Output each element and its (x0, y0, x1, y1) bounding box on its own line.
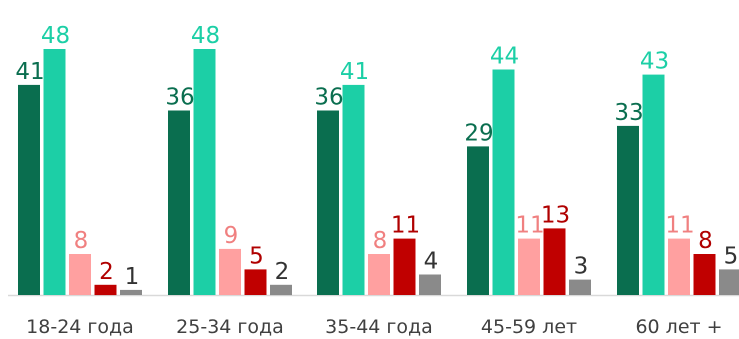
bar-series-5-cat-1 (120, 289, 142, 295)
data-label-series-1-cat-3: 36 (314, 85, 343, 111)
data-label-series-3-cat-3: 8 (373, 228, 388, 254)
data-label-series-4-cat-2: 5 (249, 243, 264, 269)
data-label-series-2-cat-4: 44 (490, 44, 519, 70)
category-labels-layer: 18-24 года 25-34 года 35-44 года 45-59 лет 6… (26, 316, 722, 338)
data-label-series-4-cat-5: 8 (698, 228, 713, 254)
data-label-series-1-cat-2: 36 (165, 85, 194, 111)
bar-series-4-cat-4 (543, 228, 566, 295)
data-label-series-4-cat-4: 13 (541, 202, 570, 228)
bar-series-4-cat-1 (94, 284, 117, 296)
bar-series-3-cat-2 (219, 248, 241, 295)
data-label-series-4-cat-3: 11 (391, 213, 420, 239)
category-label-3: 35-44 года (325, 316, 433, 338)
bar-series-2-cat-3 (342, 84, 365, 296)
data-label-series-2-cat-5: 43 (640, 49, 669, 75)
data-label-series-2-cat-2: 48 (191, 23, 220, 49)
data-label-series-3-cat-5: 11 (665, 213, 694, 239)
data-label-series-4-cat-1: 2 (99, 259, 114, 285)
bar-series-5-cat-3 (419, 274, 441, 295)
bar-series-2-cat-5 (642, 74, 665, 295)
bar-series-3-cat-3 (368, 254, 390, 295)
data-label-series-3-cat-2: 9 (224, 223, 239, 249)
bar-series-1-cat-4 (467, 146, 489, 295)
data-label-series-1-cat-4: 29 (464, 120, 493, 146)
data-label-series-1-cat-1: 41 (15, 59, 44, 85)
bar-series-2-cat-1 (43, 49, 66, 295)
bar-series-3-cat-1 (69, 254, 91, 295)
bars-layer (18, 49, 739, 296)
bar-series-3-cat-5 (668, 238, 690, 295)
data-label-series-3-cat-4: 11 (515, 213, 544, 239)
bar-series-1-cat-5 (617, 125, 639, 296)
data-label-series-5-cat-1: 1 (125, 264, 140, 290)
bar-series-5-cat-2 (270, 284, 292, 296)
category-label-1: 18-24 года (26, 316, 134, 338)
bar-series-2-cat-4 (492, 69, 515, 295)
bar-series-1-cat-2 (168, 110, 190, 295)
bar-series-5-cat-5 (719, 269, 739, 295)
data-label-series-5-cat-5: 5 (724, 243, 739, 269)
bar-series-4-cat-3 (393, 238, 416, 295)
bar-series-1-cat-3 (317, 110, 339, 295)
data-label-series-1-cat-5: 33 (614, 100, 643, 126)
bar-series-4-cat-2 (244, 269, 267, 295)
data-label-series-5-cat-4: 3 (574, 254, 589, 280)
data-label-series-2-cat-1: 48 (41, 23, 70, 49)
bar-series-5-cat-4 (569, 279, 591, 295)
bar-series-3-cat-4 (518, 238, 540, 295)
bar-series-4-cat-5 (693, 254, 716, 295)
category-label-2: 25-34 года (176, 316, 284, 338)
category-label-5: 60 лет + (635, 316, 722, 338)
data-label-series-5-cat-2: 2 (275, 259, 290, 285)
data-label-series-2-cat-3: 41 (340, 59, 369, 85)
bar-series-1-cat-1 (18, 84, 40, 296)
category-label-4: 45-59 лет (481, 316, 577, 338)
bar-series-2-cat-2 (193, 49, 216, 295)
data-label-series-3-cat-1: 8 (74, 228, 89, 254)
data-label-series-5-cat-3: 4 (424, 249, 439, 275)
